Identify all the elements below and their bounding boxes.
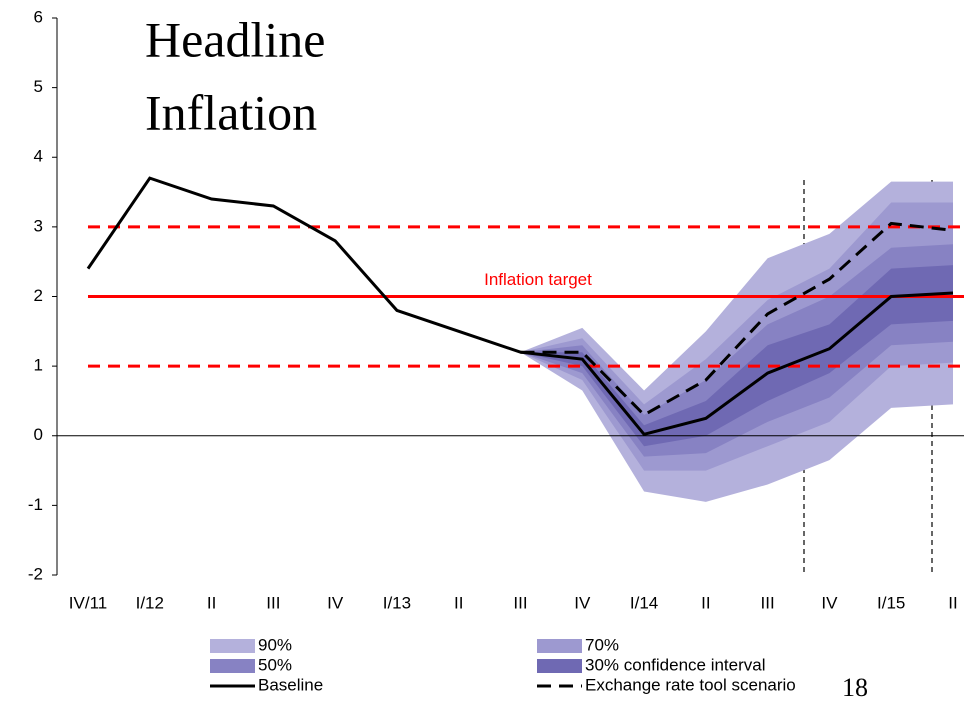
- legend-label: Exchange rate tool scenario: [585, 675, 796, 694]
- legend-swatch: [537, 659, 582, 673]
- y-tick-label: 3: [34, 216, 43, 235]
- x-tick-label: II: [701, 593, 710, 612]
- x-tick-label: III: [761, 593, 775, 612]
- legend-swatch: [537, 639, 582, 653]
- legend-label: 70%: [585, 635, 619, 654]
- confidence-band: [520, 265, 953, 447]
- x-tick-label: I/14: [630, 593, 658, 612]
- x-tick-label: II: [454, 593, 463, 612]
- x-tick-label: II: [207, 593, 216, 612]
- y-tick-label: -1: [28, 495, 43, 514]
- legend-label: 90%: [258, 635, 292, 654]
- y-tick-label: -2: [28, 564, 43, 583]
- x-tick-label: III: [266, 593, 280, 612]
- chart-title: Inflation: [145, 84, 317, 140]
- x-tick-label: III: [513, 593, 527, 612]
- x-tick-label: IV/11: [69, 593, 107, 612]
- series-line: [520, 221, 954, 417]
- y-tick-label: 0: [34, 425, 43, 444]
- x-tick-label: I/13: [383, 593, 411, 612]
- y-tick-label: 4: [34, 147, 43, 166]
- x-tick-label: II: [948, 593, 957, 612]
- y-tick-label: 6: [34, 7, 43, 26]
- x-tick-label: IV: [327, 593, 344, 612]
- legend-label: Baseline: [258, 675, 323, 694]
- legend-swatch: [210, 639, 255, 653]
- reference-label: Inflation target: [484, 270, 592, 289]
- x-tick-label: IV: [574, 593, 591, 612]
- y-tick-label: 5: [34, 77, 43, 96]
- x-tick-label: I/12: [136, 593, 164, 612]
- chart-title: Headline: [145, 11, 325, 67]
- page-number: 18: [842, 673, 868, 702]
- x-tick-label: IV: [821, 593, 838, 612]
- legend-swatch: [210, 659, 255, 673]
- y-tick-label: 2: [34, 286, 43, 305]
- y-tick-label: 1: [34, 356, 43, 375]
- legend-label: 30% confidence interval: [585, 655, 766, 674]
- legend-label: 50%: [258, 655, 292, 674]
- x-tick-label: I/15: [877, 593, 905, 612]
